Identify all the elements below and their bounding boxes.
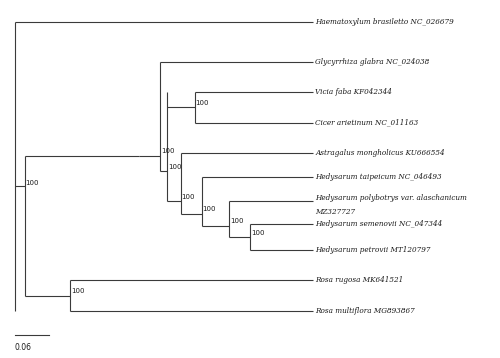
Text: Cicer arietinum NC_011163: Cicer arietinum NC_011163: [316, 118, 418, 126]
Text: Vicia faba KF042344: Vicia faba KF042344: [316, 88, 392, 96]
Text: Rosa rugosa MK641521: Rosa rugosa MK641521: [316, 276, 404, 284]
Text: 100: 100: [251, 229, 264, 236]
Text: 0.06: 0.06: [14, 343, 32, 352]
Text: Hedysarum polybotrys var. alaschanicum: Hedysarum polybotrys var. alaschanicum: [316, 194, 468, 202]
Text: Hedysarum taipeicum NC_046493: Hedysarum taipeicum NC_046493: [316, 173, 442, 181]
Text: 100: 100: [70, 288, 84, 294]
Text: Haematoxylum brasiletto NC_026679: Haematoxylum brasiletto NC_026679: [316, 18, 454, 26]
Text: MZ327727: MZ327727: [316, 208, 356, 216]
Text: 100: 100: [161, 149, 174, 154]
Text: 100: 100: [26, 180, 39, 186]
Text: Hedysarum semenovii NC_047344: Hedysarum semenovii NC_047344: [316, 220, 442, 228]
Text: 100: 100: [230, 218, 243, 224]
Text: 100: 100: [196, 100, 209, 106]
Text: Glycyrrhiza glabra NC_024038: Glycyrrhiza glabra NC_024038: [316, 58, 430, 66]
Text: Hedysarum petrovii MT120797: Hedysarum petrovii MT120797: [316, 246, 431, 254]
Text: Rosa multiflora MG893867: Rosa multiflora MG893867: [316, 307, 415, 315]
Text: 100: 100: [182, 194, 195, 200]
Text: 100: 100: [202, 206, 216, 212]
Text: 100: 100: [168, 164, 181, 170]
Text: Astragalus mongholicus KU666554: Astragalus mongholicus KU666554: [316, 149, 445, 157]
